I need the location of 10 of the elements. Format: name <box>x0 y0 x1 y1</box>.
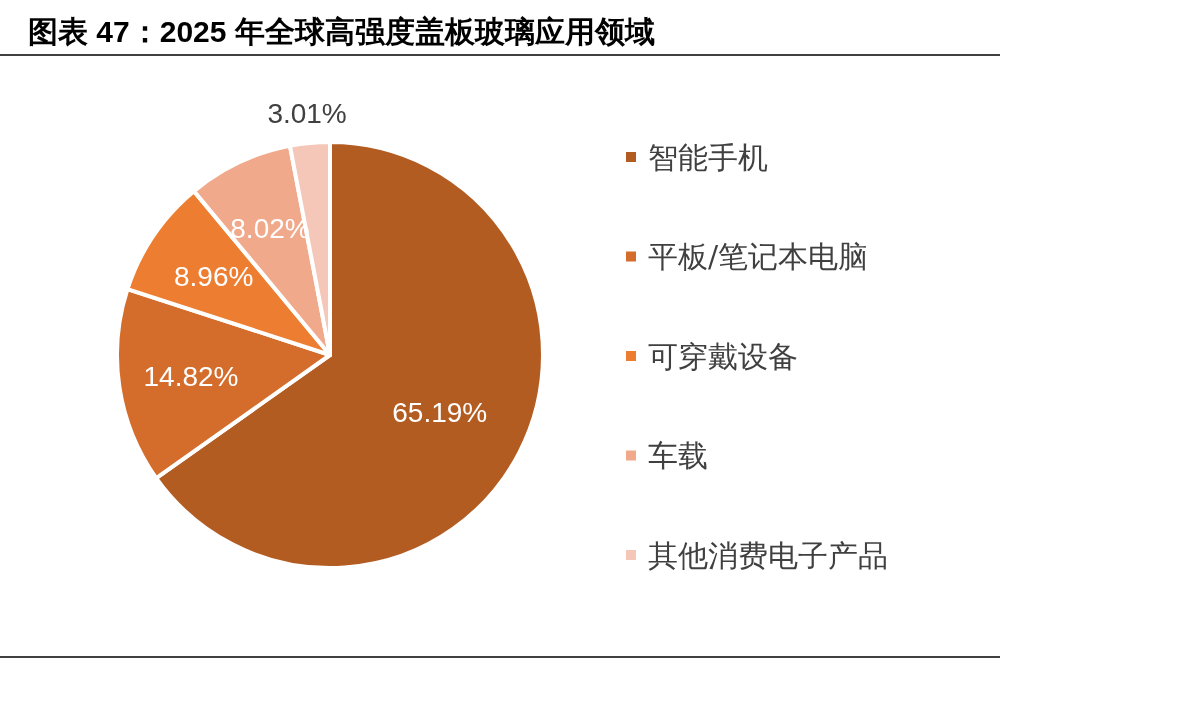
legend-label: 其他消费电子产品 <box>648 537 888 573</box>
legend-label: 平板/笔记本电脑 <box>648 239 869 274</box>
legend-label: 车载 <box>648 438 708 473</box>
data-label: 8.96% <box>173 260 254 292</box>
legend-label: 可穿戴设备 <box>648 338 798 374</box>
chart-title: 图表 47：2025 年全球高强度盖板玻璃应用领域 <box>28 15 655 48</box>
data-label: 65.19% <box>392 396 488 428</box>
data-label: 3.01% <box>267 98 347 130</box>
data-label: 14.82% <box>143 360 239 392</box>
legend-label: 智能手机 <box>648 139 768 175</box>
